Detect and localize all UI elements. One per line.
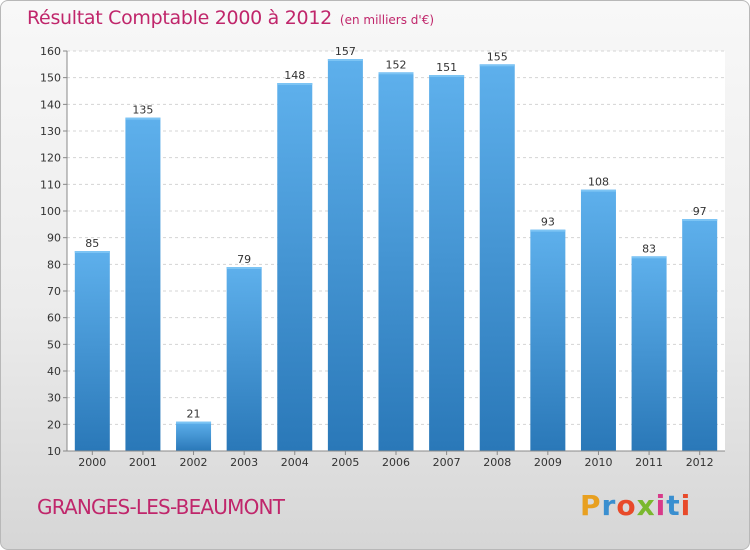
bars (74, 59, 718, 452)
logo-letter: t (666, 489, 681, 522)
bar (378, 72, 414, 451)
data-label: 108 (588, 176, 609, 189)
bar-top-edge (631, 256, 667, 259)
y-tick-label: 50 (47, 338, 61, 351)
x-tick-label: 2010 (584, 456, 612, 469)
logo-letter: i (680, 489, 692, 522)
y-tick-label: 80 (47, 258, 61, 271)
data-label: 148 (284, 69, 305, 82)
y-tick-label: 140 (40, 98, 61, 111)
data-label: 85 (85, 237, 99, 250)
bar (125, 117, 161, 452)
commune-name: GRANGES-LES-BEAUMONT (37, 495, 285, 519)
bar-top-edge (530, 229, 566, 232)
x-tick-label: 2006 (382, 456, 410, 469)
bar (530, 229, 566, 451)
y-tick-label: 150 (40, 72, 61, 85)
y-tick-label: 110 (40, 178, 61, 191)
y-tick-label: 60 (47, 312, 61, 325)
data-label: 83 (642, 242, 656, 255)
bar (74, 251, 110, 451)
bar (429, 75, 465, 451)
data-label: 151 (436, 61, 457, 74)
y-tick-label: 70 (47, 285, 61, 298)
bar (580, 189, 616, 451)
labels: 10 20 30 40 50 60 70 80 90 100 110 120 130 140 150 160 8… (40, 45, 714, 469)
x-tick-label: 2003 (230, 456, 258, 469)
bar (277, 83, 313, 451)
y-tick-label: 20 (47, 418, 61, 431)
bar (479, 64, 515, 452)
chart-title: Résultat Comptable 2000 à 2012 (27, 7, 332, 29)
bar (226, 267, 262, 451)
y-tick-label: 120 (40, 152, 61, 165)
bar-top-edge (74, 251, 110, 253)
x-tick-label: 2005 (331, 456, 359, 469)
data-label: 157 (335, 45, 356, 58)
x-tick-label: 2011 (635, 456, 663, 469)
x-tick-label: 2002 (180, 456, 208, 469)
bar-top-edge (277, 83, 313, 85)
data-label: 155 (487, 50, 508, 63)
bar-top-edge (327, 59, 363, 61)
bar-top-edge (378, 72, 414, 75)
title-row: Résultat Comptable 2000 à 2012 (en millie… (27, 7, 434, 29)
bar-top-edge (682, 219, 718, 221)
proxiti-logo: Proxiti (580, 489, 691, 522)
bar (631, 256, 667, 451)
bar (327, 59, 363, 451)
logo-letter: i (655, 489, 667, 522)
y-tick-label: 90 (47, 232, 61, 245)
x-tick-label: 2001 (129, 456, 157, 469)
data-label: 79 (237, 253, 251, 266)
y-tick-label: 100 (40, 205, 61, 218)
x-tick-label: 2007 (433, 456, 461, 469)
y-tick-label: 160 (40, 45, 61, 58)
data-label: 21 (187, 408, 201, 421)
bar-top-edge (125, 117, 161, 120)
y-tick-label: 40 (47, 365, 61, 378)
bar-top-edge (479, 64, 515, 67)
bar-top-edge (580, 189, 616, 192)
y-tick-label: 30 (47, 392, 61, 405)
bar (176, 421, 212, 451)
logo-letter: o (616, 489, 637, 522)
x-tick-label: 2008 (483, 456, 511, 469)
y-tick-label: 130 (40, 125, 61, 138)
data-label: 93 (541, 216, 555, 229)
data-label: 152 (386, 58, 407, 71)
bar-top-edge (226, 267, 262, 269)
data-label: 135 (132, 104, 153, 117)
x-tick-label: 2000 (78, 456, 106, 469)
x-tick-label: 2009 (534, 456, 562, 469)
logo-letter: r (601, 489, 617, 522)
data-label: 97 (693, 205, 707, 218)
bar (682, 219, 718, 451)
bar-top-edge (429, 75, 465, 77)
logo-letter: x (636, 489, 656, 522)
axes (63, 50, 725, 455)
bar-top-edge (176, 421, 212, 424)
x-tick-label: 2012 (686, 456, 714, 469)
y-tick-label: 10 (47, 445, 61, 458)
x-tick-label: 2004 (281, 456, 309, 469)
logo-letter: P (580, 489, 602, 522)
chart-subtitle: (en milliers d'€) (339, 13, 435, 27)
